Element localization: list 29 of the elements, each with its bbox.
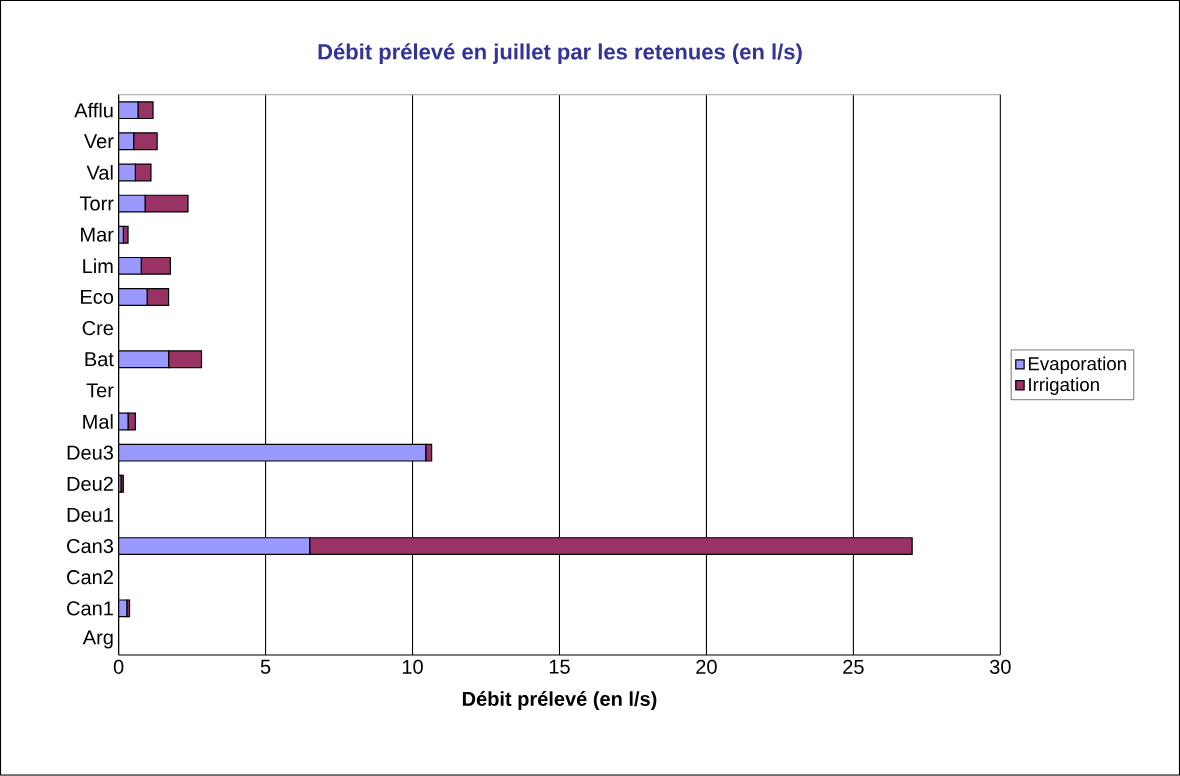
y-tick-label: Val: [86, 165, 113, 180]
y-tick-label: Torr: [79, 196, 114, 211]
y-tick-label: Mal: [83, 414, 113, 430]
x-tick-label: 5: [260, 659, 271, 674]
y-tick-label: Arg: [82, 630, 113, 649]
y-tick-label: Lim: [83, 258, 113, 274]
x-tick-label: 20: [696, 659, 717, 675]
x-tick-label: 25: [843, 659, 864, 675]
legend-label: Irrigation: [1029, 377, 1099, 396]
legend-label: Evaporation: [1028, 356, 1126, 375]
y-tick-label: Deu2: [67, 476, 113, 492]
y-tick-label: Can1: [67, 601, 113, 616]
x-tick-label: 10: [402, 659, 423, 675]
y-tick-label: Cre: [82, 321, 114, 336]
y-tick-label: Deu1: [67, 508, 113, 523]
y-tick-label: Can2: [67, 570, 113, 585]
x-tick-label: 30: [989, 659, 1011, 675]
y-tick-label: Bat: [85, 352, 114, 367]
y-tick-label: Eco: [81, 290, 114, 305]
y-tick-label: Mar: [81, 227, 114, 242]
y-tick-label: Can3: [67, 539, 114, 554]
y-tick-label: Afflu: [74, 102, 113, 118]
chart-title: Débit prélevé en juillet par les retenues (en l/s): [318, 43, 802, 65]
x-tick-label: 0: [113, 659, 124, 675]
y-tick-label: Ver: [83, 134, 114, 149]
x-axis-title: Débit prélevé (en l/s): [462, 691, 657, 711]
y-tick-label: Ter: [86, 383, 114, 398]
y-tick-label: Deu3: [67, 445, 114, 460]
x-tick-label: 15: [549, 659, 570, 674]
